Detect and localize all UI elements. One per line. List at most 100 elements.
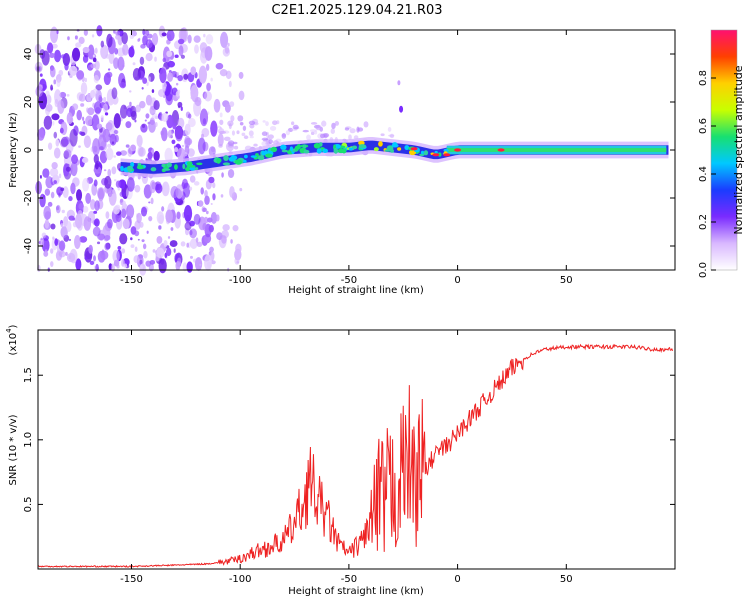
noise-blob [53, 147, 61, 159]
y-tick-label: 1.0 [23, 432, 34, 448]
noise-blob [177, 38, 185, 45]
noise-blob [41, 232, 47, 238]
noise-blob [159, 68, 167, 84]
noise-blob [112, 249, 120, 263]
noise-blob [115, 34, 121, 40]
spectrogram-signal-ridge [120, 80, 669, 178]
colorbar-tick-label: 0.0 [698, 262, 709, 278]
ridge-blob [390, 149, 394, 153]
noise-blob [233, 145, 239, 150]
ridge-blob [358, 140, 365, 146]
noise-blob [67, 36, 70, 41]
noise-blob [60, 226, 68, 238]
noise-blob [122, 200, 126, 207]
noise-blob [206, 82, 211, 92]
noise-blob [139, 56, 145, 65]
noise-blob [180, 106, 183, 111]
noise-blob [306, 134, 311, 141]
spectrogram-y-axis-label: Frequency (Hz) [8, 112, 19, 188]
noise-blob [80, 82, 88, 95]
noise-blob [43, 205, 51, 221]
noise-blob [228, 80, 232, 88]
noise-blob [121, 208, 127, 219]
noise-blob [55, 204, 61, 214]
noise-blob [96, 187, 106, 200]
noise-blob [268, 139, 273, 144]
noise-blob [103, 169, 107, 172]
noise-blob [53, 180, 57, 184]
noise-blob [164, 147, 173, 163]
ridge-blob [289, 146, 294, 152]
noise-blob [212, 193, 216, 201]
noise-blob [130, 244, 135, 249]
noise-blob [100, 115, 105, 121]
ridge-blob [120, 165, 124, 172]
noise-blob [51, 161, 58, 169]
noise-blob [187, 34, 192, 44]
noise-blob [50, 84, 53, 91]
noise-blob [92, 57, 97, 63]
noise-blob [189, 186, 193, 191]
x-tick-label: -50 [341, 574, 357, 585]
noise-blob [123, 263, 128, 268]
noise-blob [74, 35, 78, 40]
ridge-blob [136, 165, 144, 170]
noise-blob [113, 113, 121, 129]
noise-blob [215, 62, 224, 70]
noise-blob [61, 209, 65, 214]
ridge-blob [341, 148, 347, 154]
noise-blob [239, 121, 244, 126]
noise-blob [161, 127, 168, 142]
noise-blob [292, 124, 299, 130]
noise-blob [162, 57, 167, 63]
noise-blob [134, 119, 137, 123]
noise-blob [142, 28, 146, 36]
noise-blob [194, 257, 203, 271]
noise-blob [125, 121, 132, 129]
y-tick-label: 0 [23, 147, 34, 153]
noise-blob [232, 224, 239, 232]
noise-blob [177, 147, 186, 162]
noise-blob [76, 70, 85, 80]
noise-blob [165, 84, 174, 102]
noise-blob [139, 221, 144, 228]
noise-blob [387, 126, 392, 132]
noise-blob [183, 182, 191, 198]
noise-blob [330, 128, 336, 134]
colorbar-tick-label: 0.8 [698, 70, 709, 86]
noise-blob [93, 74, 100, 84]
noise-blob [63, 149, 72, 158]
colorbar-tick-label: 0.6 [698, 118, 709, 134]
noise-blob [59, 127, 64, 134]
ridge-blob [294, 145, 300, 151]
y-tick-label: -20 [23, 190, 34, 206]
noise-blob [219, 130, 227, 134]
noise-blob [111, 141, 115, 145]
noise-blob [73, 65, 76, 69]
noise-blob [154, 56, 157, 62]
noise-blob [100, 44, 109, 60]
noise-blob [151, 148, 155, 154]
noise-blob [130, 226, 137, 235]
ridge-blob [222, 162, 231, 166]
isolated-blob [399, 105, 404, 113]
spectrogram-panel: -150 -100 -50 0 50 -40 -20 0 20 40 Height of str… [8, 25, 676, 296]
ridge-blob [161, 163, 166, 168]
colorbar-ticks: 0.0 0.2 0.4 0.6 0.8 [698, 70, 716, 278]
ridge-blob [216, 158, 222, 163]
noise-blob [68, 195, 73, 202]
ridge-blob [265, 153, 273, 158]
noise-blob [144, 30, 150, 36]
noise-blob [176, 211, 181, 220]
noise-blob [229, 186, 235, 198]
noise-blob [290, 121, 295, 126]
noise-blob [82, 116, 85, 121]
noise-blob [98, 94, 103, 103]
snr-background [38, 330, 675, 569]
noise-blob [107, 168, 112, 177]
ridge-blob [185, 166, 191, 172]
noise-blob [166, 29, 175, 42]
noise-blob [182, 262, 188, 272]
ridge-hotspot [410, 147, 418, 151]
noise-blob [58, 173, 62, 179]
